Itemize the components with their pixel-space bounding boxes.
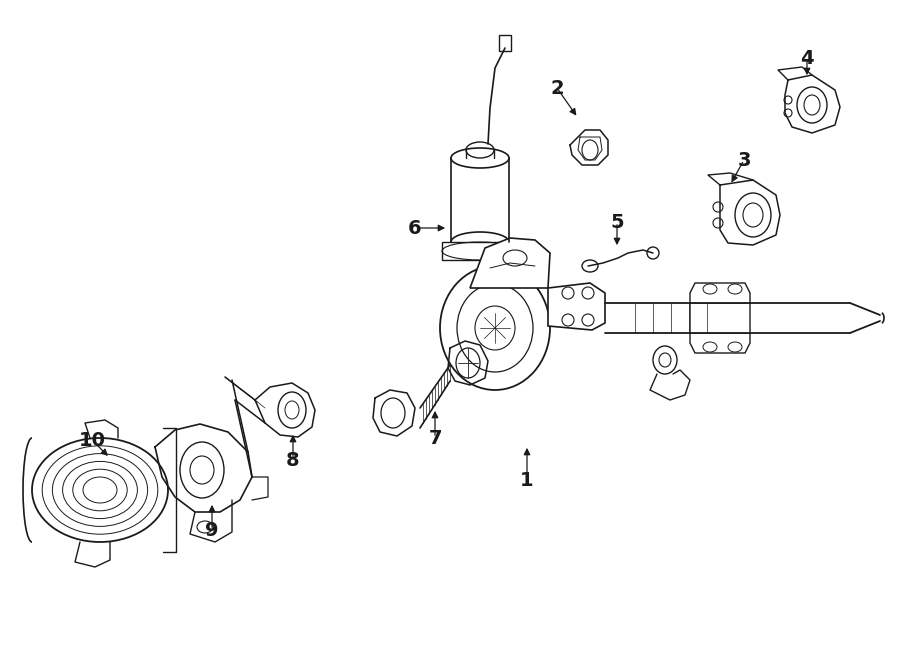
Polygon shape xyxy=(690,283,750,353)
Text: 3: 3 xyxy=(737,151,751,169)
Polygon shape xyxy=(499,35,511,51)
Text: 7: 7 xyxy=(428,428,442,447)
Polygon shape xyxy=(548,283,605,330)
Polygon shape xyxy=(442,242,518,260)
Text: 1: 1 xyxy=(520,471,534,490)
Ellipse shape xyxy=(440,266,550,390)
Text: 8: 8 xyxy=(286,451,300,469)
Polygon shape xyxy=(470,238,550,288)
Text: 9: 9 xyxy=(205,520,219,539)
Text: 5: 5 xyxy=(610,212,624,231)
Text: 4: 4 xyxy=(800,48,814,67)
Text: 2: 2 xyxy=(550,79,563,98)
Text: 10: 10 xyxy=(78,430,105,449)
Text: 6: 6 xyxy=(409,219,422,237)
Ellipse shape xyxy=(32,438,168,542)
